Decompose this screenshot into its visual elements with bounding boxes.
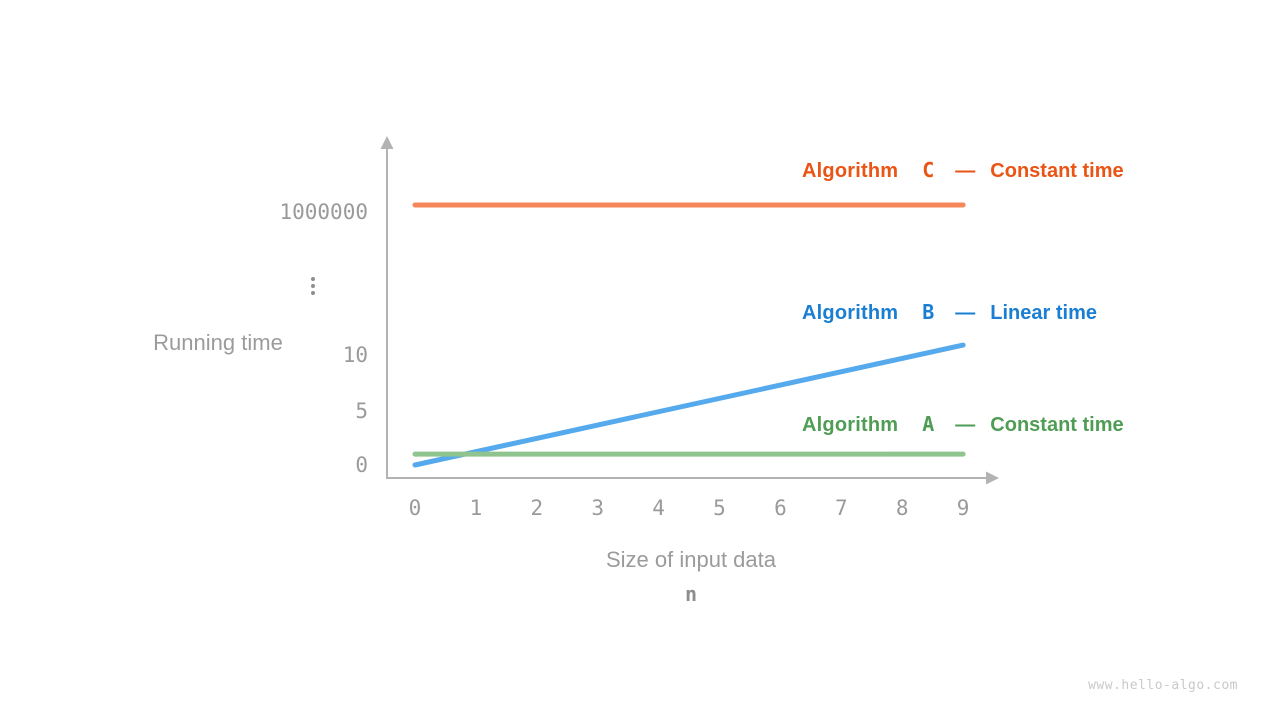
x-axis-tick-label: 6 (774, 496, 787, 520)
legend-B: Algorithm B — Linear time (802, 299, 1097, 326)
x-axis-tick-label: 1 (469, 496, 483, 520)
y-axis-title: Running time (153, 330, 283, 355)
legend-name: Algorithm (802, 160, 899, 182)
x-axis-tick-label: 9 (956, 496, 970, 520)
legend-dash: — (955, 302, 976, 324)
x-axis-variable: n (684, 582, 698, 606)
legend-name: Algorithm (802, 302, 899, 324)
x-axis-tick-label: 0 (408, 496, 422, 520)
legend-letter: C (922, 158, 935, 182)
axes (380, 136, 999, 485)
legend-A: Algorithm A — Constant time (802, 411, 1124, 438)
legend-name: Algorithm (802, 414, 899, 436)
x-axis-title: Size of input data (605, 547, 776, 572)
y-axis-tick-label: 0 (355, 453, 368, 477)
x-axis-tick-label: 4 (652, 496, 665, 520)
legend-description: Linear time (990, 302, 1097, 324)
legend-dash: — (955, 160, 976, 182)
legend-description: Constant time (990, 414, 1124, 436)
legend-C: Algorithm C — Constant time (802, 157, 1124, 184)
legend-description: Constant time (990, 160, 1124, 182)
x-axis-tick-label: 8 (895, 496, 909, 520)
x-axis-tick-label: 3 (591, 496, 605, 520)
x-axis-tick-label: 2 (530, 496, 544, 520)
x-axis-arrow-icon (986, 471, 999, 485)
legend-letter: A (922, 412, 935, 436)
watermark: www.hello-algo.com (1088, 678, 1238, 693)
y-axis-tick-label: 1000000 (279, 200, 368, 224)
series-line-B (412, 342, 966, 468)
legend-letter: B (922, 300, 935, 324)
y-axis-tick-label: 5 (355, 399, 368, 423)
series-lines-group (412, 202, 966, 468)
legend-dash: — (955, 414, 976, 436)
y-axis-arrow-icon (380, 136, 394, 149)
y-axis-scale-break-ellipsis (258, 277, 368, 295)
x-axis-tick-label: 5 (713, 496, 726, 520)
x-axis-tick-label: 7 (834, 496, 848, 520)
y-axis-tick-label: 10 (342, 343, 368, 367)
